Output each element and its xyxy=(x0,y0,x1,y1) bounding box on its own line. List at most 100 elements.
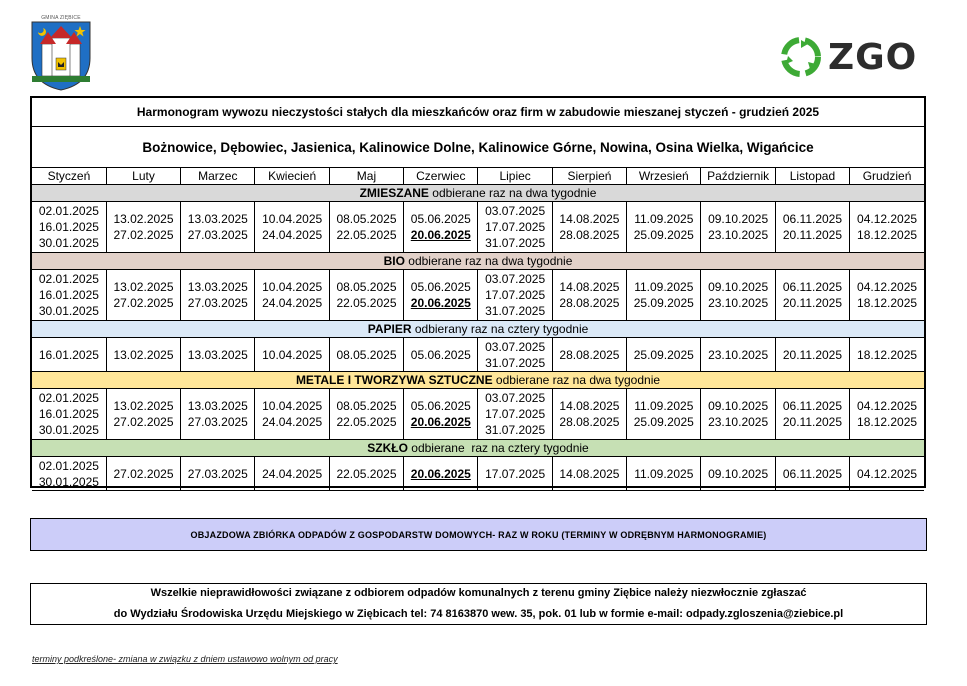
pickup-frequency: odbierane raz na dwa tygodnie xyxy=(404,254,573,268)
pickup-date: 05.06.2025 xyxy=(410,212,471,226)
month-dates-cell: 08.05.2025 xyxy=(328,337,405,372)
month-dates-cell: 05.06.2025 20.06.2025 xyxy=(403,269,479,321)
pickup-date: 23.10.2025 xyxy=(708,415,769,429)
month-dates-cell: 20.11.2025 xyxy=(774,337,851,372)
pickup-date: 02.01.2025 xyxy=(38,204,99,218)
pickup-date: 16.01.2025 xyxy=(38,347,99,362)
towns-list: Bożnowice, Dębowiec, Jasienica, Kalinowi… xyxy=(32,127,924,168)
pickup-date: 28.08.2025 xyxy=(559,415,620,429)
pickup-date: 23.10.2025 xyxy=(708,228,769,242)
month-dates-cell: 02.01.2025 16.01.2025 30.01.2025 xyxy=(32,269,107,321)
pickup-date: 16.01.2025 xyxy=(38,220,99,234)
pickup-date: 23.10.2025 xyxy=(708,347,769,362)
pickup-date: 03.07.2025 xyxy=(485,204,546,218)
month-header: Grudzień xyxy=(849,168,924,185)
pickup-date: 03.07.2025 xyxy=(485,272,546,286)
pickup-date: 22.05.2025 xyxy=(336,296,397,310)
month-dates-cell: 24.04.2025 xyxy=(254,456,330,491)
pickup-date: 05.06.2025 xyxy=(410,347,471,362)
month-dates-cell: 13.03.2025 27.03.2025 xyxy=(180,269,256,321)
month-header: Październik xyxy=(700,168,776,185)
pickup-date: 04.12.2025 xyxy=(857,212,918,226)
section-dates-row: 02.01.2025 16.01.2025 30.01.2025 13.02.2025… xyxy=(32,388,924,440)
coat-of-arms-logo xyxy=(31,21,91,91)
pickup-date: 17.07.2025 xyxy=(485,220,546,234)
pickup-date: 10.04.2025 xyxy=(262,212,323,226)
month-dates-cell: 14.08.2025 28.08.2025 xyxy=(551,388,628,440)
section-dates-row: 16.01.2025 13.02.2025 13.03.2025 10.04.2025… xyxy=(32,337,924,372)
month-dates-cell: 03.07.2025 17.07.2025 31.07.2025 xyxy=(477,269,553,321)
month-dates-cell: 09.10.2025 23.10.2025 xyxy=(700,201,776,253)
pickup-date: 05.06.2025 xyxy=(410,399,471,413)
section-header-row: PAPIER odbierany raz na cztery tygodnie xyxy=(32,320,924,338)
month-dates-cell: 02.01.2025 16.01.2025 30.01.2025 xyxy=(32,388,107,440)
pickup-date: 28.08.2025 xyxy=(559,347,620,362)
pickup-date: 08.05.2025 xyxy=(336,280,397,294)
month-dates-cell: 09.10.2025 23.10.2025 xyxy=(700,269,776,321)
month-dates-cell: 09.10.2025 xyxy=(700,456,776,491)
pickup-date: 31.07.2025 xyxy=(485,304,546,318)
pickup-frequency: odbierane raz na dwa tygodnie xyxy=(492,373,661,387)
pickup-date: 30.01.2025 xyxy=(38,304,99,318)
month-dates-cell: 08.05.2025 22.05.2025 xyxy=(328,269,405,321)
month-dates-cell: 10.04.2025 24.04.2025 xyxy=(254,269,330,321)
pickup-date: 30.01.2025 xyxy=(38,474,99,489)
pickup-date: 09.10.2025 xyxy=(708,399,769,413)
pickup-date: 18.12.2025 xyxy=(857,228,918,242)
pickup-date: 11.09.2025 xyxy=(634,280,694,294)
pickup-date: 25.09.2025 xyxy=(633,347,694,362)
month-header: Marzec xyxy=(180,168,256,185)
month-dates-cell: 06.11.2025 20.11.2025 xyxy=(774,201,851,253)
pickup-date: 27.03.2025 xyxy=(187,228,248,242)
month-dates-cell: 06.11.2025 xyxy=(774,456,851,491)
pickup-date: 20.06.2025 xyxy=(410,415,471,429)
waste-type: BIO xyxy=(383,254,405,268)
month-dates-cell: 13.02.2025 27.02.2025 xyxy=(105,269,182,321)
pickup-date: 04.12.2025 xyxy=(857,466,918,481)
pickup-date: 20.11.2025 xyxy=(782,296,843,310)
section-dates-row: 02.01.2025 30.01.2025 27.02.2025 27.03.2025… xyxy=(32,456,924,491)
pickup-frequency: odbierane raz na dwa tygodnie xyxy=(428,186,597,200)
month-dates-cell: 10.04.2025 24.04.2025 xyxy=(254,388,330,440)
pickup-date: 02.01.2025 xyxy=(38,272,99,286)
pickup-date: 27.02.2025 xyxy=(113,466,174,481)
month-dates-cell: 23.10.2025 xyxy=(700,337,776,372)
pickup-date: 16.01.2025 xyxy=(38,288,99,302)
pickup-date: 28.08.2025 xyxy=(559,296,620,310)
pickup-date: 14.08.2025 xyxy=(559,280,620,294)
month-dates-cell: 10.04.2025 24.04.2025 xyxy=(254,201,330,253)
pickup-date: 13.02.2025 xyxy=(113,347,174,362)
schedule-table: Harmonogram wywozu nieczystości stałych … xyxy=(30,96,926,491)
pickup-date: 06.11.2025 xyxy=(782,399,843,413)
pickup-date: 13.03.2025 xyxy=(187,399,248,413)
pickup-date: 11.09.2025 xyxy=(634,466,694,481)
zgo-logo: ZGO xyxy=(780,32,920,82)
pickup-date: 17.07.2025 xyxy=(485,466,546,481)
month-dates-cell: 02.01.2025 30.01.2025 xyxy=(32,456,107,491)
section-header: METALE I TWORZYWA SZTUCZNE odbierane raz… xyxy=(32,371,924,389)
pickup-date: 10.04.2025 xyxy=(262,399,323,413)
pickup-date: 02.01.2025 xyxy=(38,391,99,405)
section-header: PAPIER odbierany raz na cztery tygodnie xyxy=(32,320,924,338)
pickup-date: 27.02.2025 xyxy=(113,228,174,242)
month-dates-cell: 11.09.2025 25.09.2025 xyxy=(626,269,702,321)
month-dates-cell: 13.02.2025 xyxy=(105,337,182,372)
pickup-date: 02.01.2025 xyxy=(38,458,99,473)
month-header: Kwiecień xyxy=(254,168,330,185)
pickup-date: 06.11.2025 xyxy=(782,212,843,226)
month-dates-cell: 27.02.2025 xyxy=(105,456,182,491)
waste-type: SZKŁO xyxy=(367,441,408,455)
pickup-date: 08.05.2025 xyxy=(336,347,397,362)
pickup-date: 13.02.2025 xyxy=(113,212,174,226)
month-dates-cell: 16.01.2025 xyxy=(32,337,107,372)
pickup-date: 10.04.2025 xyxy=(262,280,323,294)
month-dates-cell: 05.06.2025 20.06.2025 xyxy=(403,388,479,440)
pickup-date: 20.11.2025 xyxy=(782,347,843,362)
month-dates-cell: 27.03.2025 xyxy=(180,456,256,491)
pickup-date: 27.02.2025 xyxy=(113,415,174,429)
notice-line-2: do Wydziału Środowiska Urzędu Miejskiego… xyxy=(113,608,844,620)
pickup-date: 25.09.2025 xyxy=(633,296,694,310)
pickup-date: 17.07.2025 xyxy=(485,288,546,302)
pickup-date: 04.12.2025 xyxy=(857,280,918,294)
pickup-date: 03.07.2025 xyxy=(485,391,546,405)
